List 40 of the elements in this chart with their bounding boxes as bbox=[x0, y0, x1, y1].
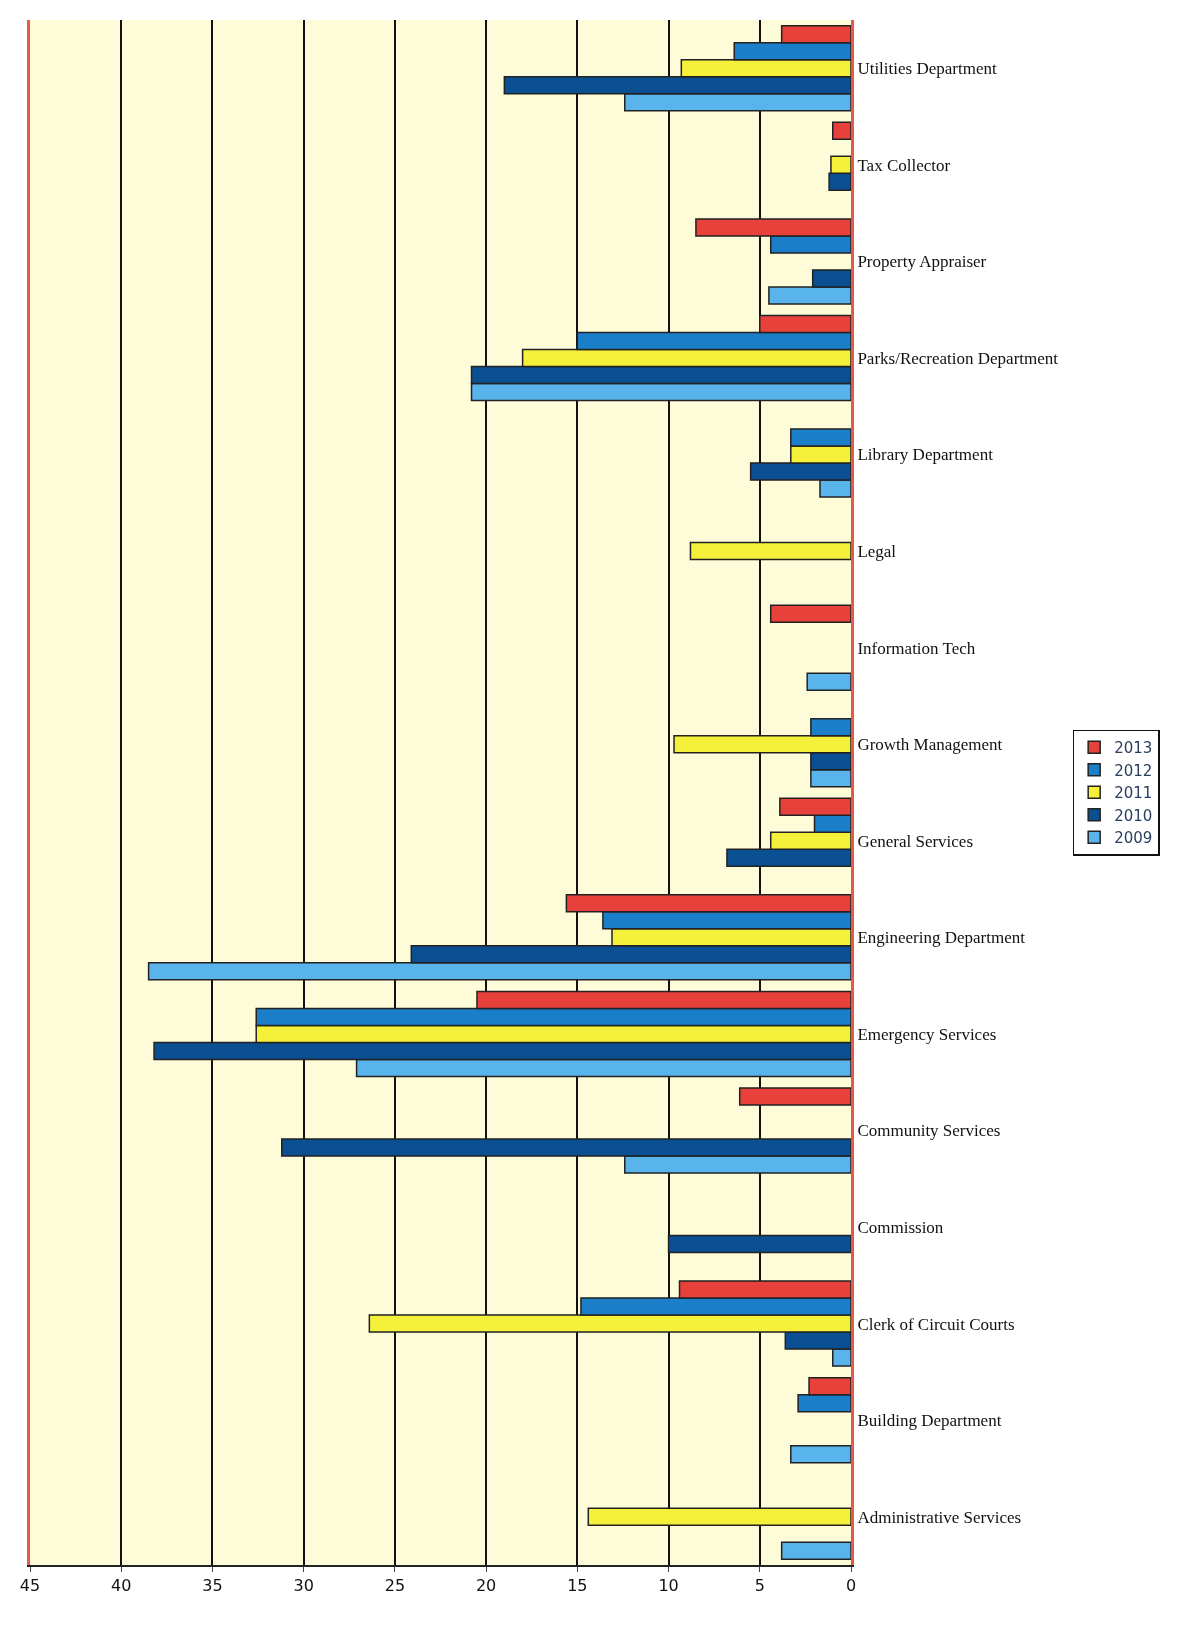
x-tick-label: 25 bbox=[384, 1576, 406, 1596]
bar bbox=[587, 1507, 851, 1526]
x-tick-label: 40 bbox=[111, 1576, 132, 1596]
legend-label: 2010 bbox=[1114, 806, 1153, 825]
y-tick-label: Community Services bbox=[857, 1121, 1001, 1141]
y-tick-label: Tax Collector bbox=[857, 155, 951, 175]
bar bbox=[790, 1444, 851, 1464]
y-tick-label: Utilities Department bbox=[857, 59, 997, 79]
y-tick-label: Property Appraiser bbox=[857, 252, 987, 272]
bar bbox=[832, 121, 851, 141]
x-tick-label: 5 bbox=[754, 1576, 765, 1596]
x-tick-label: 0 bbox=[845, 1576, 857, 1596]
bar bbox=[769, 604, 851, 623]
y-tick-label: Library Department bbox=[857, 445, 994, 465]
bar bbox=[780, 1541, 851, 1560]
y-tick-label: Legal bbox=[857, 542, 897, 562]
y-tick-label: Growth Management bbox=[857, 735, 1003, 755]
y-tick-label: Engineering Department bbox=[857, 928, 1026, 948]
bar bbox=[738, 1087, 851, 1106]
x-tick-label: 20 bbox=[475, 1576, 497, 1596]
y-tick-label: Clerk of Circuit Courts bbox=[857, 1314, 1015, 1334]
legend-label: 2013 bbox=[1114, 739, 1153, 758]
legend-label: 2012 bbox=[1114, 761, 1153, 780]
x-tick-label: 35 bbox=[202, 1576, 223, 1596]
x-tick-label: 10 bbox=[658, 1576, 679, 1596]
x-tick-label: 45 bbox=[19, 1576, 41, 1596]
bar bbox=[689, 541, 851, 561]
y-tick-label: Emergency Services bbox=[857, 1024, 997, 1044]
y-tick-label: General Services bbox=[857, 831, 974, 851]
y-tick-label: Building Department bbox=[857, 1411, 1002, 1431]
x-tick-label: 15 bbox=[567, 1576, 588, 1596]
y-tick-label: Administrative Services bbox=[857, 1507, 1022, 1527]
legend-label: 2011 bbox=[1114, 784, 1153, 803]
bar bbox=[806, 672, 851, 691]
y-tick-label: Parks/Recreation Department bbox=[857, 348, 1059, 368]
y-tick-label: Commission bbox=[857, 1217, 944, 1237]
bar bbox=[667, 1234, 851, 1254]
legend-label: 2009 bbox=[1114, 829, 1153, 848]
y-tick-label: Information Tech bbox=[857, 638, 976, 658]
x-tick-label: 30 bbox=[293, 1576, 314, 1596]
